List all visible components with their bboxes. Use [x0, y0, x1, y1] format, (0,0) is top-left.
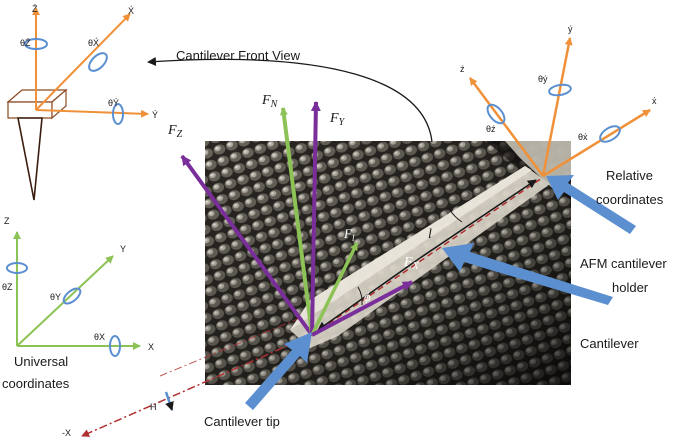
uni-theta-z-label: θZ [2, 282, 13, 292]
fn-arrow [279, 107, 314, 336]
phi-label: ϕ [364, 289, 371, 304]
front-view-figure [6, 7, 149, 201]
uni-x-label: X [148, 342, 154, 352]
uni-rot-x-icon [109, 335, 121, 357]
rel-theta-x-label: θx́ [578, 132, 588, 142]
fl-label: Fl [343, 226, 355, 243]
fz-label: FZ [167, 123, 183, 140]
fv-rot-z-icon [24, 38, 48, 50]
rel-y-axis [541, 37, 573, 177]
front-view-curve-arrow [147, 56, 433, 143]
uni-rot-z-icon [6, 262, 28, 274]
fv-rot-y-icon [112, 103, 124, 125]
universal-coordinates-figure [6, 231, 141, 357]
force-vectors [180, 101, 413, 337]
fn-label: FN [261, 93, 279, 110]
uni-rot-y-icon [62, 287, 82, 305]
rel-z-axis [468, 77, 545, 177]
uni-theta-y-label: θY [50, 292, 61, 302]
minus-x-dashed-line [81, 334, 313, 437]
sem-photo [205, 141, 571, 385]
fv-y-label: Ý [152, 110, 158, 120]
rel-theta-z-label: θź [486, 124, 496, 134]
pointer-arrows [245, 175, 636, 410]
minus-x-label: -X [62, 428, 71, 438]
minus-x-dashed-line-2 [159, 317, 301, 377]
l-arrow-back [419, 179, 537, 259]
uni-z-label: Z [4, 216, 10, 226]
rel-y-label: ý [568, 24, 573, 34]
cantilever-label: Cantilever [580, 336, 639, 351]
uni-y-axis [16, 255, 114, 347]
rel-rot-x-icon [599, 125, 621, 143]
uni-theta-x-label: θX [94, 332, 105, 342]
relative-label-line1: Relative [606, 168, 653, 183]
fv-y-axis [35, 109, 149, 118]
l-arrow [317, 257, 421, 331]
l-dashed-line [311, 177, 543, 336]
fy-arrow [310, 101, 321, 336]
fx-arrow [311, 280, 413, 337]
relative-label-line2: coordinates [596, 192, 664, 207]
tip-pointer-arrow [245, 332, 312, 410]
fv-x-label: X́ [128, 5, 134, 16]
fz-arrow [180, 154, 314, 337]
fv-theta-x-label: θX́ [88, 37, 99, 48]
universal-label-line1: Universal [14, 354, 68, 369]
holder-pointer-arrow [546, 175, 636, 234]
fv-z-label: Ź [32, 4, 38, 14]
phi-arc [357, 286, 363, 306]
cantilever-tip-cone [17, 117, 43, 201]
relative-coordinates-figure [468, 37, 651, 178]
fy-label: FY [329, 111, 346, 128]
cantilever-beam [290, 166, 550, 348]
l-label: l [428, 227, 432, 242]
cantilever-pointer-arrow [442, 243, 613, 305]
holder-label-line2: holder [612, 280, 649, 295]
rel-rot-z-icon [486, 103, 506, 125]
fv-theta-z-label: θŹ [20, 38, 31, 48]
fv-rot-x-icon [88, 52, 108, 72]
rel-x-axis [542, 108, 651, 178]
rel-z-label: ź [460, 64, 465, 74]
holder-label-line1: AFM cantilever [580, 256, 667, 271]
front-view-label: Cantilever Front View [176, 48, 301, 63]
holder-angle-arc [449, 209, 463, 223]
fv-theta-y-label: θÝ [108, 98, 119, 108]
universal-label-line2: coordinates [2, 376, 70, 391]
rel-theta-y-label: θý [538, 74, 548, 84]
rel-x-label: x́ [652, 96, 657, 106]
h-marker [164, 391, 174, 411]
rel-rot-y-icon [548, 83, 572, 97]
h-label: H [150, 402, 157, 412]
fl-arrow [310, 242, 359, 336]
uni-y-label: Y [120, 244, 126, 254]
fv-x-axis [35, 13, 131, 111]
tip-label: Cantilever tip [204, 414, 280, 429]
